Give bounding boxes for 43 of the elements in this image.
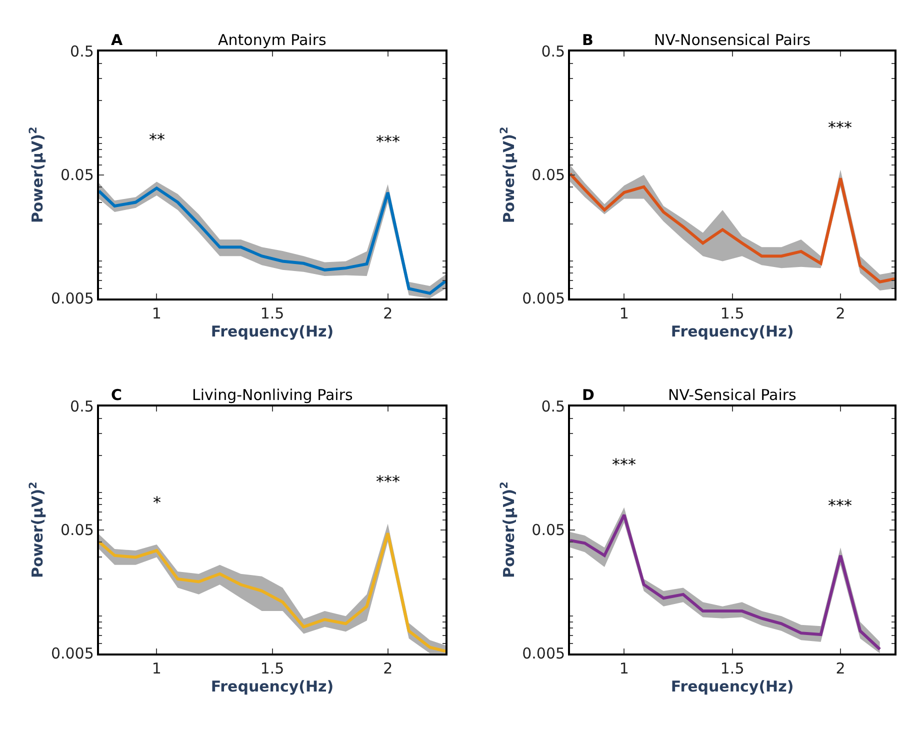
y-tick-label: 0.05 xyxy=(60,521,94,540)
x-tick-label: 1.5 xyxy=(260,304,284,322)
annotation: *** xyxy=(828,118,852,137)
y-tick-label: 0.5 xyxy=(70,42,94,61)
x-axis-title: Frequency(Hz) xyxy=(670,677,794,696)
x-tick-label: 1.5 xyxy=(720,659,744,678)
text: B xyxy=(582,31,594,49)
chart-title: NV-Nonsensical Pairs xyxy=(654,31,811,49)
x-tick-label: 2 xyxy=(383,659,393,678)
y-tick-label: 0.005 xyxy=(522,290,566,308)
x-tick-label: 1 xyxy=(619,304,629,322)
x-tick-label: 2 xyxy=(383,304,393,322)
x-tick-label: 2 xyxy=(836,659,846,678)
x-tick-label: 2 xyxy=(836,304,846,322)
annotation: *** xyxy=(376,132,400,151)
x-axis-title: Frequency(Hz) xyxy=(210,677,334,696)
annotation: * xyxy=(153,493,161,512)
text: D xyxy=(582,386,594,404)
y-tick-label: 0.5 xyxy=(70,398,94,416)
annotation: *** xyxy=(828,496,852,515)
text: C xyxy=(111,386,122,404)
x-tick-label: 1.5 xyxy=(260,659,284,678)
chart-title: NV-Sensical Pairs xyxy=(668,386,797,404)
chart-title: Living-Nonliving Pairs xyxy=(192,386,353,404)
annotation: *** xyxy=(376,472,400,491)
y-tick-label: 0.005 xyxy=(50,290,94,308)
y-tick-label: 0.05 xyxy=(532,521,566,540)
y-tick-label: 0.05 xyxy=(60,166,94,184)
text: A xyxy=(111,31,123,49)
y-tick-label: 0.5 xyxy=(541,398,566,416)
y-tick-label: 0.005 xyxy=(522,644,566,663)
y-tick-label: 0.5 xyxy=(541,42,566,61)
annotation: *** xyxy=(612,455,636,474)
y-tick-label: 0.005 xyxy=(50,644,94,663)
x-axis-title: Frequency(Hz) xyxy=(670,322,794,340)
x-tick-label: 1 xyxy=(152,659,162,678)
x-axis-title: Frequency(Hz) xyxy=(210,322,334,340)
y-tick-label: 0.05 xyxy=(532,166,566,184)
annotation: ** xyxy=(149,130,165,149)
x-tick-label: 1 xyxy=(619,659,629,678)
x-tick-label: 1.5 xyxy=(720,304,744,322)
chart-title: Antonym Pairs xyxy=(218,31,326,49)
x-tick-label: 1 xyxy=(152,304,162,322)
